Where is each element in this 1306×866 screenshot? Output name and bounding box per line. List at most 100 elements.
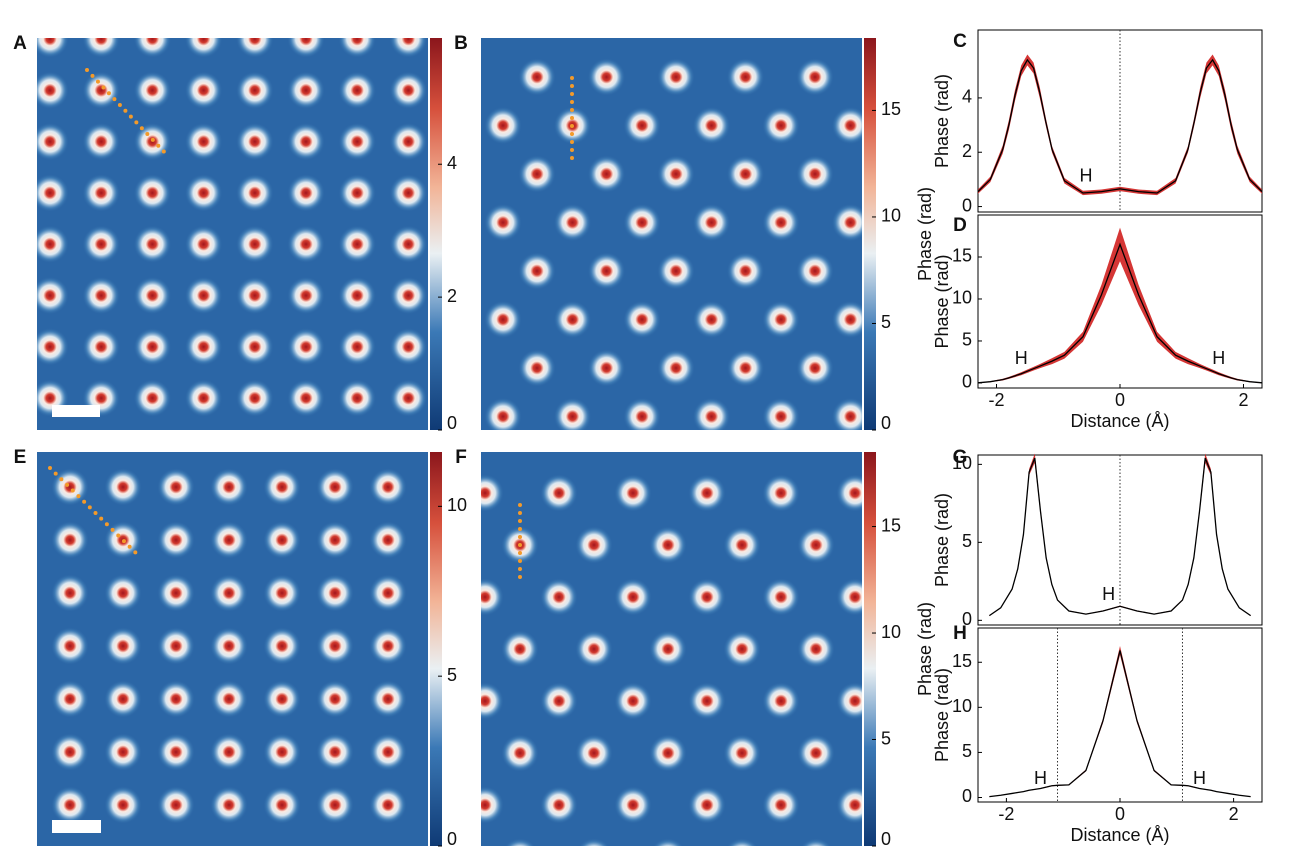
annotation: H: [1193, 768, 1206, 788]
y-axis-label: Phase (rad): [932, 254, 952, 348]
panel-label: A: [13, 33, 27, 54]
atom: [481, 786, 504, 824]
atom: [723, 526, 761, 564]
y-tick-label: 15: [952, 246, 972, 266]
atom: [831, 203, 862, 242]
atom: [836, 578, 862, 616]
atom: [235, 173, 274, 212]
atom: [587, 155, 626, 193]
atom: [726, 58, 765, 96]
panel-label: D: [953, 215, 967, 236]
atom: [518, 349, 556, 387]
atom: [338, 122, 377, 161]
atom: [587, 252, 626, 290]
atom: [836, 474, 862, 512]
atom: [316, 521, 354, 559]
atom: [235, 71, 274, 110]
atom: [575, 734, 613, 772]
atom: [389, 327, 428, 366]
atom: [263, 627, 301, 665]
atom: [235, 122, 274, 161]
mean-line: [988, 457, 1252, 617]
x-tick-label: 0: [1115, 804, 1125, 824]
atom: [316, 468, 354, 506]
atom: [518, 252, 556, 290]
atom: [540, 682, 578, 720]
atom: [263, 574, 301, 612]
atom: [37, 173, 69, 212]
atom: [657, 155, 695, 193]
atom: [133, 173, 172, 212]
y-axis-label: Phase (rad): [932, 493, 952, 587]
atom: [484, 300, 522, 339]
panel-label: H: [953, 623, 967, 644]
atom: [316, 627, 354, 665]
error-band: [989, 646, 1251, 797]
atom: [484, 106, 522, 145]
line-profile-path: [48, 466, 142, 559]
atom: [796, 349, 834, 387]
mean-line: [977, 242, 1263, 384]
atom: [184, 38, 223, 58]
atom: [104, 786, 142, 824]
colorbar: [430, 452, 442, 846]
atom: [82, 327, 121, 366]
atom: [184, 327, 223, 366]
phase-image: [37, 38, 428, 430]
atom: [796, 155, 834, 193]
atom: [623, 300, 661, 339]
atom: [263, 733, 301, 771]
annotation: H: [1080, 165, 1093, 185]
atom: [157, 468, 195, 506]
atom: [762, 786, 800, 824]
atom: [104, 468, 142, 506]
colorbar-label: Phase (rad): [915, 602, 935, 696]
phase-image: [481, 38, 862, 430]
atom: [287, 225, 325, 264]
atom: [623, 397, 661, 430]
atom: [133, 71, 172, 110]
y-tick-label: 5: [962, 531, 972, 551]
atom: [831, 397, 862, 430]
atom: [338, 225, 377, 264]
y-tick-label: 5: [962, 741, 972, 761]
atom: [235, 38, 274, 58]
atom: [369, 733, 407, 771]
atom: [287, 122, 325, 161]
atom: [614, 786, 652, 824]
atom: [338, 71, 377, 110]
atom: [104, 733, 142, 771]
atom: [762, 106, 800, 145]
atom: [692, 203, 731, 242]
mean-line: [977, 58, 1263, 194]
atom: [726, 155, 765, 193]
colorbar-tick-label: 0: [881, 829, 891, 849]
atom: [726, 252, 765, 290]
atom: [210, 786, 248, 824]
y-tick-label: 2: [962, 141, 972, 161]
atom: [623, 203, 661, 242]
atom: [210, 680, 248, 718]
atom: [51, 574, 89, 612]
atom: [518, 155, 556, 193]
colorbar-tick-label: 10: [447, 495, 467, 515]
atom: [82, 225, 121, 264]
atom: [287, 173, 325, 212]
atom: [553, 203, 592, 242]
atom: [796, 252, 834, 290]
atom: [51, 786, 89, 824]
atom: [762, 203, 800, 242]
panel-label: C: [953, 31, 967, 52]
atom: [235, 327, 274, 366]
atom: [389, 122, 428, 161]
atom: [553, 397, 592, 430]
atom: [157, 521, 195, 559]
atom: [587, 58, 626, 96]
atom: [133, 225, 172, 264]
atom: [133, 276, 172, 315]
atom: [945, 838, 983, 866]
atom: [157, 733, 195, 771]
atom: [210, 574, 248, 612]
y-axis-label: Phase (rad): [932, 668, 952, 762]
atom: [287, 276, 325, 315]
